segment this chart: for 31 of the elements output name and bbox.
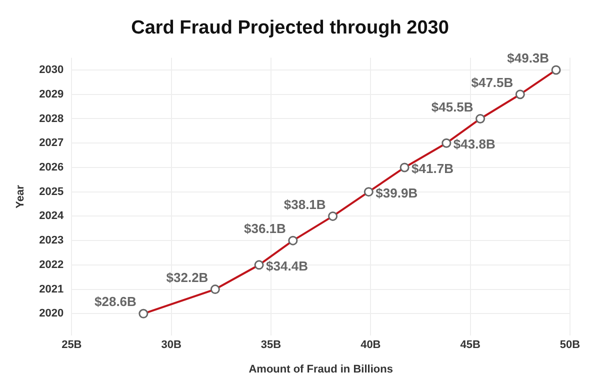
y-tick-label: 2026 — [39, 161, 64, 174]
annotation: $38.1B — [284, 196, 326, 212]
y-tick-label: 2025 — [39, 186, 64, 198]
annotation: $28.6B — [94, 294, 136, 310]
x-tick-label: 35B — [260, 339, 282, 352]
annotation: $32.2B — [166, 270, 208, 285]
y-tick-label: 2021 — [39, 283, 64, 296]
x-tick-label: 40B — [360, 339, 381, 352]
y-tick-label: 2029 — [39, 88, 64, 100]
annotation: $49.3B — [507, 50, 550, 66]
chart-title: Card Fraud Projected through 2030 — [131, 18, 449, 39]
annotation: $36.1B — [244, 221, 286, 236]
y-axis-title: Year — [14, 184, 27, 208]
x-axis-title: Amount of Fraud in Billions — [248, 363, 393, 376]
annotation: $39.9B — [376, 185, 418, 200]
annotation: $47.5B — [471, 74, 514, 90]
x-tick-label: 30B — [161, 339, 182, 352]
annotation: $45.5B — [431, 99, 474, 114]
annotation: $34.4B — [266, 258, 308, 274]
y-tick-label: 2030 — [39, 64, 64, 76]
x-tick-label: 25B — [62, 339, 82, 352]
annotation: $43.8B — [453, 136, 496, 152]
y-tick-label: 2027 — [39, 137, 64, 150]
y-tick-label: 2020 — [39, 308, 64, 320]
x-tick-label: 50B — [560, 339, 580, 352]
x-tick-label: 45B — [460, 339, 480, 352]
y-tick-label: 2028 — [39, 112, 64, 125]
y-tick-label: 2024 — [39, 210, 65, 222]
y-tick-label: 2022 — [39, 258, 64, 271]
annotation: $41.7B — [412, 161, 454, 176]
y-tick-label: 2023 — [39, 234, 64, 247]
